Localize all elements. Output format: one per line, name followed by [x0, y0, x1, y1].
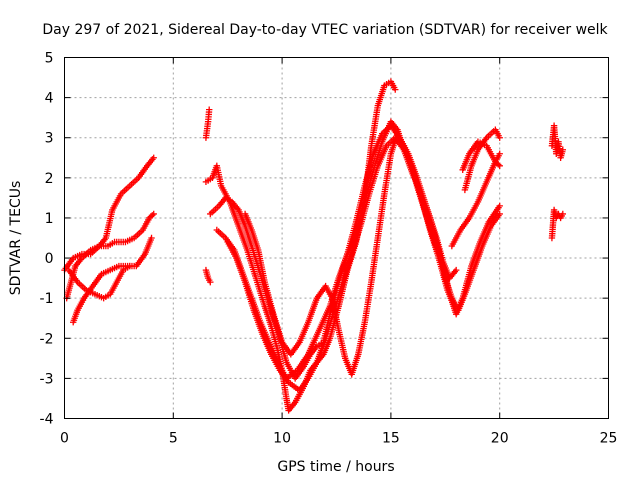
x-tick-label: 15: [382, 431, 400, 447]
y-tick-label: 1: [45, 211, 54, 227]
x-tick-label: 10: [273, 431, 291, 447]
x-axis-label: GPS time / hours: [277, 459, 394, 475]
y-tick-label: 0: [45, 251, 54, 267]
y-tick-label: 4: [45, 91, 54, 107]
data-point: [496, 162, 503, 169]
y-tick-label: -2: [40, 331, 54, 347]
x-tick-label: 20: [491, 431, 509, 447]
x-tick-label: 5: [169, 431, 178, 447]
chart-title: Day 297 of 2021, Sidereal Day-to-day VTE…: [42, 22, 608, 38]
data-point: [496, 134, 503, 141]
x-tick-label: 0: [60, 431, 69, 447]
data-point: [496, 210, 503, 218]
y-tick-label: -1: [40, 291, 54, 307]
data-point: [392, 86, 399, 93]
data-point: [150, 154, 157, 161]
data-point: [496, 202, 503, 210]
x-axis: 0 5 10 15 20 25: [60, 57, 618, 447]
y-tick-label: -3: [40, 371, 54, 387]
y-tick-label: 5: [45, 51, 54, 67]
y-axis: -4 -3 -2 -1 0 1 2 3 4 5: [40, 51, 609, 428]
y-tick-label: 2: [45, 171, 54, 187]
y-tick-label: 3: [45, 131, 54, 147]
y-tick-label: -4: [40, 412, 54, 428]
data-point: [559, 210, 567, 218]
data-point: [207, 278, 214, 286]
data-point: [149, 212, 156, 219]
x-tick-label: 25: [600, 431, 618, 447]
plot-frame: [64, 57, 609, 419]
grid-lines: [64, 57, 609, 419]
data-point: [206, 106, 213, 113]
data-point: [148, 234, 155, 242]
data-point: [496, 150, 503, 157]
data-point: [126, 262, 133, 270]
data-point: [150, 210, 157, 218]
data-point: [559, 146, 567, 153]
data-point: [452, 266, 460, 274]
data-points: [61, 78, 567, 414]
y-axis-label: SDTVAR / TECUs: [8, 181, 24, 296]
data-point: [450, 302, 458, 310]
